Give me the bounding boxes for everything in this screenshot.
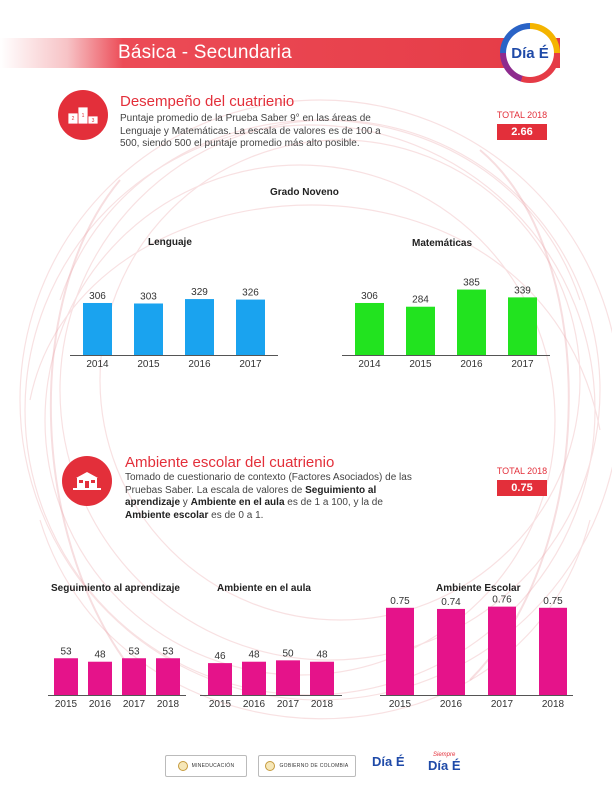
data-label: 385 bbox=[463, 278, 480, 289]
chart-aula: 46 2015 48 2016 50 2017 48 2018 bbox=[200, 648, 342, 710]
logo-text: Día É bbox=[511, 44, 549, 62]
footer-siempre-text: Siempre bbox=[433, 752, 456, 758]
performance-description: Puntaje promedio de la Prueba Saber 9° e… bbox=[120, 113, 381, 149]
data-label: 326 bbox=[242, 288, 259, 299]
tick-label: 2015 bbox=[389, 699, 412, 710]
tick-label: 2015 bbox=[55, 699, 78, 710]
data-label: 0.75 bbox=[390, 596, 410, 607]
tick-label: 2014 bbox=[86, 359, 109, 370]
tick-label: 2017 bbox=[123, 699, 146, 710]
data-label: 48 bbox=[316, 650, 328, 661]
chart-title-lenguaje: Lenguaje bbox=[148, 237, 192, 248]
mineducacion-logo: MINEDUCACIÓN bbox=[165, 755, 247, 777]
data-label: 306 bbox=[89, 291, 106, 302]
seal-icon bbox=[265, 761, 276, 771]
data-label: 0.75 bbox=[543, 596, 563, 607]
tick-label: 2016 bbox=[243, 699, 266, 710]
data-label: 53 bbox=[60, 646, 72, 657]
bar-matematicas-2015 bbox=[406, 306, 435, 355]
bar-seguimiento-2016 bbox=[88, 661, 112, 695]
footer-dia-e-logo: Día É bbox=[372, 754, 405, 769]
data-label: 48 bbox=[248, 650, 260, 661]
performance-total-label: TOTAL 2018 bbox=[496, 110, 548, 120]
chart-title-matematicas: Matemáticas bbox=[412, 238, 473, 249]
data-label: 0.76 bbox=[492, 595, 512, 606]
svg-text:1: 1 bbox=[82, 113, 85, 119]
footer-siempre-dia-e-logo: Día É bbox=[428, 758, 461, 773]
chart-lenguaje: 306 2014 303 2015 329 2016 326 2017 bbox=[70, 287, 278, 370]
tick-label: 2016 bbox=[188, 359, 211, 370]
chart-escolar: 0.75 2015 0.74 2016 0.76 2017 0.75 2018 bbox=[380, 595, 573, 710]
bar-escolar-2016 bbox=[437, 608, 465, 695]
tick-label: 2017 bbox=[239, 359, 262, 370]
data-label: 339 bbox=[514, 285, 531, 296]
bar-aula-2017 bbox=[276, 660, 300, 695]
podium-icon: 1 2 3 bbox=[58, 90, 108, 140]
data-label: 53 bbox=[162, 646, 174, 657]
data-label: 284 bbox=[412, 295, 429, 306]
data-label: 0.74 bbox=[441, 597, 461, 608]
tick-label: 2017 bbox=[277, 699, 300, 710]
bar-matematicas-2016 bbox=[457, 289, 486, 355]
dia-e-logo: Día É bbox=[500, 23, 560, 83]
environment-description: Tomado de cuestionario de contexto (Fact… bbox=[125, 472, 412, 521]
tick-label: 2014 bbox=[358, 359, 381, 370]
bar-lenguaje-2017 bbox=[236, 299, 265, 355]
bar-seguimiento-2018 bbox=[156, 658, 180, 695]
performance-total-value: 2.66 bbox=[497, 124, 547, 140]
svg-text:3: 3 bbox=[92, 118, 95, 124]
gobierno-logo: GOBIERNO DE COLOMBIA bbox=[258, 755, 356, 777]
data-label: 306 bbox=[361, 291, 378, 302]
tick-label: 2016 bbox=[89, 699, 112, 710]
data-label: 46 bbox=[214, 651, 226, 662]
bar-lenguaje-2015 bbox=[134, 303, 163, 355]
gobierno-text: GOBIERNO DE COLOMBIA bbox=[279, 763, 349, 769]
chart-seguimiento: 53 2015 48 2016 53 2017 53 2018 bbox=[48, 646, 186, 710]
bar-aula-2015 bbox=[208, 663, 232, 695]
tick-label: 2016 bbox=[460, 359, 483, 370]
performance-title: Desempeño del cuatrienio bbox=[120, 93, 295, 110]
bar-seguimiento-2015 bbox=[54, 658, 78, 695]
chart-title-seguimiento: Seguimiento al aprendizaje bbox=[51, 583, 180, 594]
bar-seguimiento-2017 bbox=[122, 658, 146, 695]
bar-aula-2018 bbox=[310, 661, 334, 695]
bar-aula-2016 bbox=[242, 661, 266, 695]
bar-escolar-2015 bbox=[386, 607, 414, 695]
chart-title-escolar: Ambiente Escolar bbox=[436, 583, 521, 594]
bar-lenguaje-2016 bbox=[185, 299, 214, 355]
seal-icon bbox=[177, 761, 188, 771]
data-label: 303 bbox=[140, 291, 157, 302]
tick-label: 2018 bbox=[157, 699, 180, 710]
tick-label: 2015 bbox=[209, 699, 232, 710]
data-label: 48 bbox=[94, 650, 106, 661]
school-icon bbox=[62, 456, 112, 506]
header-band bbox=[0, 38, 560, 68]
svg-text:2: 2 bbox=[72, 116, 75, 122]
chart-matematicas: 306 2014 284 2015 385 2016 339 2017 bbox=[342, 278, 550, 370]
tick-label: 2017 bbox=[511, 359, 534, 370]
environment-total-value: 0.75 bbox=[497, 480, 547, 496]
tick-label: 2018 bbox=[311, 699, 334, 710]
bar-lenguaje-2014 bbox=[83, 302, 112, 355]
bar-matematicas-2017 bbox=[508, 297, 537, 355]
chart-title-aula: Ambiente en el aula bbox=[217, 583, 311, 594]
mineducacion-text: MINEDUCACIÓN bbox=[191, 763, 235, 769]
tick-label: 2018 bbox=[542, 699, 565, 710]
data-label: 53 bbox=[128, 646, 140, 657]
environment-total-label: TOTAL 2018 bbox=[496, 466, 548, 476]
environment-title: Ambiente escolar del cuatrienio bbox=[125, 454, 335, 471]
data-label: 329 bbox=[191, 287, 208, 298]
data-label: 50 bbox=[282, 648, 294, 659]
tick-label: 2016 bbox=[440, 699, 463, 710]
grade-label: Grado Noveno bbox=[270, 187, 339, 198]
tick-label: 2015 bbox=[409, 359, 432, 370]
bar-matematicas-2014 bbox=[355, 302, 384, 355]
page-title: Básica - Secundaria bbox=[118, 42, 292, 63]
tick-label: 2015 bbox=[137, 359, 160, 370]
bar-escolar-2017 bbox=[488, 606, 516, 695]
tick-label: 2017 bbox=[491, 699, 514, 710]
bar-escolar-2018 bbox=[539, 607, 567, 695]
